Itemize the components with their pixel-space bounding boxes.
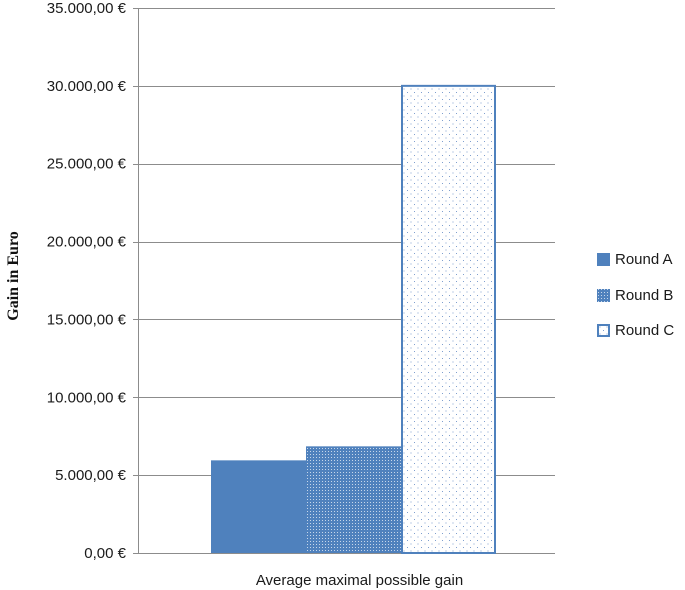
legend-item-round-a: Round A [597, 251, 673, 268]
legend-swatch-round-a [597, 253, 610, 266]
y-tick-labels: 0,00 € 5.000,00 € 10.000,00 € 15.000,00 € 20… [47, 0, 127, 562]
y-tick-label: 5.000,00 € [55, 467, 127, 484]
y-axis-title: Gain in Euro [5, 231, 22, 321]
y-tick-label: 35.000,00 € [47, 0, 127, 17]
legend-swatch-round-b [597, 289, 610, 302]
bar-round-b [306, 446, 401, 553]
y-tick-label: 20.000,00 € [47, 234, 127, 251]
legend-label-round-a: Round A [615, 251, 673, 268]
y-tick-label: 30.000,00 € [47, 78, 127, 95]
y-tick-label: 10.000,00 € [47, 389, 127, 406]
y-tick-label: 0,00 € [84, 545, 126, 562]
x-category-label: Average maximal possible gain [256, 572, 463, 589]
legend-item-round-c: Round C [597, 322, 674, 339]
bar-round-c [401, 84, 496, 554]
y-tick-label: 15.000,00 € [47, 311, 127, 328]
bars [211, 84, 496, 554]
bar-round-a [211, 460, 306, 553]
legend-label-round-c: Round C [615, 322, 674, 339]
y-tick-label: 25.000,00 € [47, 156, 127, 173]
legend-swatch-round-c [597, 324, 610, 337]
legend-label-round-b: Round B [615, 287, 673, 304]
legend: Round A Round B Round C [597, 251, 674, 339]
legend-item-round-b: Round B [597, 287, 673, 304]
